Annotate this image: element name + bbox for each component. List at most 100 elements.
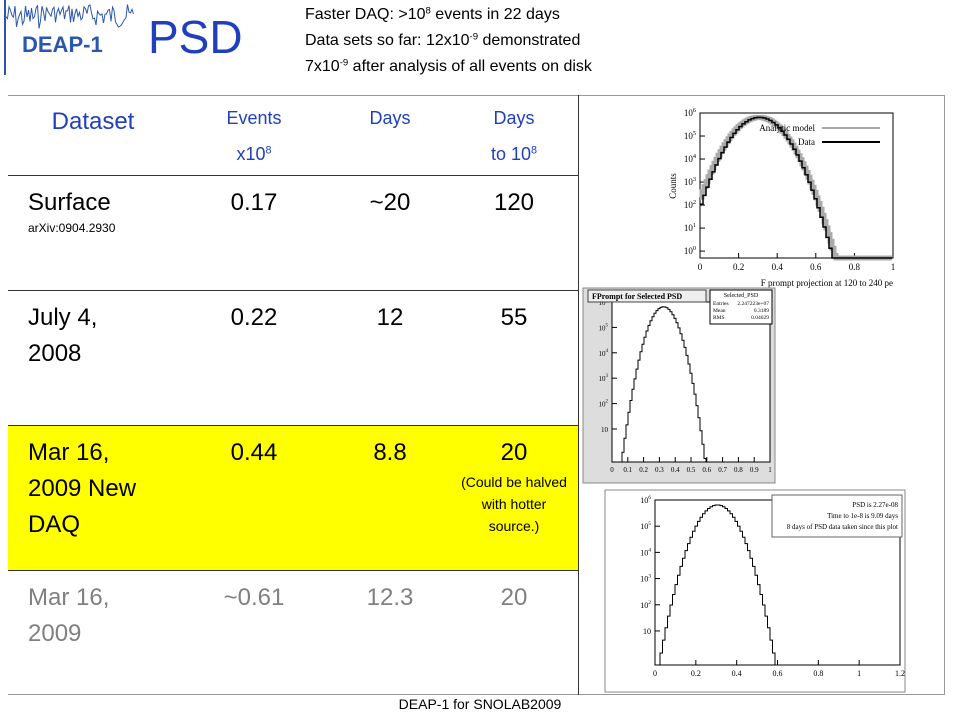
y-tick-base: 10	[684, 200, 694, 210]
y-tick-base: 10	[684, 154, 694, 164]
y-tick-label: 104	[640, 547, 651, 557]
x-tick-label: 0.6	[702, 466, 711, 474]
x-tick-label: 0.8	[849, 262, 861, 272]
title-box	[587, 289, 707, 303]
y-tick-base: 10	[599, 375, 607, 383]
value-cell: 55	[450, 290, 578, 336]
x-tick-label: 0.6	[810, 262, 822, 272]
plot-annotation: Time to 1e-8 is 9.09 days	[827, 512, 898, 520]
y-axis-label: Counts	[668, 173, 678, 199]
legend-text: Analytic model	[759, 123, 815, 133]
header-sup: 8	[265, 144, 272, 157]
y-tick-label: 10	[601, 426, 609, 434]
x-tick-label: 0.3	[655, 466, 664, 474]
y-tick-base: 10	[640, 496, 648, 505]
y-tick-label: 103	[599, 374, 609, 383]
y-tick-base: 10	[599, 299, 607, 307]
y-tick-exp: 6	[693, 107, 696, 114]
y-tick-exp: 2	[693, 199, 696, 206]
y-tick-base: 10	[599, 401, 607, 409]
note-sup: 8	[425, 5, 431, 17]
value-cell: 0.22	[178, 290, 330, 336]
x-tick-label: 0	[653, 669, 657, 678]
histogram	[612, 306, 770, 463]
y-tick-base: 10	[640, 548, 648, 557]
value-text: ~20	[369, 189, 411, 216]
dataset-cell: Surface arXiv:0904.2930	[8, 175, 178, 235]
header-text: Events	[226, 108, 282, 128]
y-tick-base: 10	[684, 177, 694, 187]
value-text: 8.8	[373, 439, 407, 466]
y-tick-label: 102	[684, 199, 696, 210]
x-tick-label: 0.4	[732, 669, 742, 678]
value-cell: ~0.61	[178, 570, 330, 616]
value-text: 0.17	[230, 189, 278, 216]
y-tick-exp: 2	[606, 400, 609, 405]
y-tick-exp: 3	[606, 374, 609, 379]
legend-text: Data	[798, 137, 815, 147]
y-tick-base: 10	[640, 575, 648, 584]
dataset-text: Mar 16,	[28, 439, 110, 466]
header-text: Days	[369, 108, 411, 128]
value-text: 20	[500, 439, 528, 466]
y-tick-exp: 2	[648, 600, 651, 606]
value-text: 12.3	[366, 584, 414, 611]
header-cell: Days to 108	[450, 95, 578, 172]
y-tick-base: 10	[599, 350, 607, 358]
y-tick-label: 10	[643, 627, 651, 636]
note-text: events in 22 days	[430, 6, 560, 23]
header-text: x108	[178, 136, 330, 172]
note-text: 7x10	[305, 58, 340, 75]
y-tick-label: 106	[640, 495, 651, 505]
y-tick-base: 10	[640, 601, 648, 610]
note: Data sets so far: 12x10-9 demonstrated	[305, 32, 580, 50]
y-tick-exp: 3	[693, 176, 696, 183]
stats-label: Entries	[713, 301, 729, 307]
value-text: 12	[376, 304, 404, 331]
value-cell: 12.3	[330, 570, 450, 616]
header-sup: 8	[531, 144, 538, 157]
y-tick-exp: 4	[693, 153, 697, 160]
x-tick-label: 0.5	[687, 466, 696, 474]
y-tick-base: 10	[643, 627, 651, 636]
value-cell: 120	[450, 175, 578, 221]
y-tick-exp: 4	[648, 547, 651, 553]
y-tick-exp: 0	[693, 245, 696, 252]
col-rule	[944, 95, 945, 695]
y-tick-label: 105	[599, 323, 609, 332]
note-sup: -9	[469, 31, 479, 43]
x-tick-label: 0.4	[671, 466, 680, 474]
x-tick-label: 0.6	[773, 669, 783, 678]
logo-graphic	[4, 0, 134, 75]
footer: DEAP-1 for SNOLAB2009	[398, 696, 562, 712]
header-text: Days	[493, 108, 535, 128]
value-text: ~0.61	[223, 584, 285, 611]
y-tick-base: 10	[684, 108, 694, 118]
stats-box	[709, 289, 773, 325]
value-text: 120	[493, 189, 535, 216]
x-tick-label: 0.7	[718, 466, 727, 474]
text-box	[771, 494, 903, 538]
dataset-text: 2009 New	[28, 475, 137, 502]
y-tick-label: 104	[684, 153, 697, 164]
y-tick-label: 100	[684, 245, 696, 256]
note: Faster DAQ: >108 events in 22 days	[305, 6, 560, 24]
y-tick-base: 10	[684, 246, 694, 256]
dataset-text: July 4,	[28, 304, 98, 331]
y-tick-label: 101	[684, 222, 696, 233]
row-rule	[8, 175, 578, 176]
note-text: demonstrated	[478, 32, 581, 49]
x-tick-label: 0.9	[750, 466, 759, 474]
dataset-text: 2008	[28, 340, 82, 367]
y-tick-label: 105	[640, 521, 651, 531]
y-tick-base: 10	[640, 522, 648, 531]
y-tick-label: 106	[684, 107, 696, 118]
stats-value: 0.3189	[754, 308, 769, 314]
x-tick-label: 0.2	[691, 669, 701, 678]
value-cell: 0.17	[178, 175, 330, 221]
note-text: Data sets so far: 12x10	[305, 32, 470, 49]
x-tick-label: 0.4	[772, 262, 784, 272]
plot-annotation: PSD is 2.27e-08	[852, 501, 898, 509]
